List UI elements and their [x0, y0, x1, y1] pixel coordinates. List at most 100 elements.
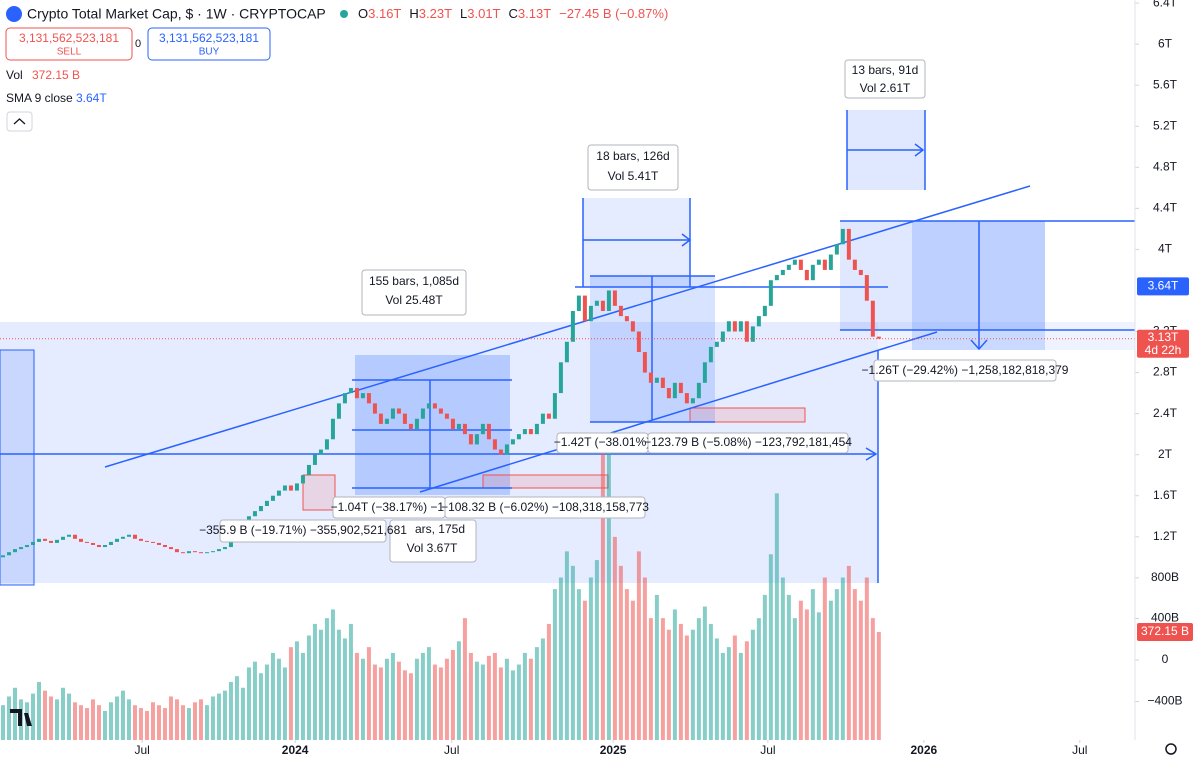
volume-bar [216, 693, 221, 740]
volume-bar [756, 618, 761, 740]
annotation: 13 bars, 91d [852, 63, 919, 77]
candle [432, 403, 437, 409]
volume-bar [342, 638, 347, 740]
arrow-head [914, 143, 925, 157]
red-box [482, 474, 609, 489]
volume-bar [114, 696, 119, 740]
symbol-icon [6, 6, 22, 22]
x-tick-label: Jul [1072, 743, 1087, 757]
candle [192, 551, 197, 553]
candle [864, 275, 869, 301]
candle [144, 540, 149, 542]
label-box [361, 269, 467, 316]
volume-bar [600, 435, 605, 740]
range-shade [878, 322, 1135, 350]
candle [456, 423, 461, 430]
y-tick-label: 1.6T [1153, 488, 1178, 502]
volume-bar [828, 600, 833, 740]
ohlc-key: C [509, 6, 518, 21]
candle [726, 321, 731, 332]
sell-label: SELL [57, 47, 82, 58]
candle [798, 259, 803, 270]
candle [72, 534, 77, 539]
indicator-label: SMA 9 close [6, 91, 73, 105]
volume-bar [186, 708, 191, 740]
candle [312, 454, 317, 465]
volume-bar [300, 652, 305, 740]
sell-button[interactable] [5, 27, 133, 61]
volume-bar [810, 589, 815, 740]
ohlc-key: O [358, 6, 368, 21]
volume-tag-label: 372.15 B [1141, 624, 1189, 638]
buy-price: 3,131,562,523,181 [159, 31, 259, 45]
volume-bar [666, 629, 671, 740]
price-axis-bg [1135, 0, 1200, 761]
volume-bar [408, 673, 413, 740]
volume-bar [318, 629, 323, 740]
y-tick-label: 5.6T [1153, 77, 1178, 91]
candle [336, 403, 341, 419]
volume-bar [282, 667, 287, 740]
candle [630, 321, 635, 332]
buy-button[interactable] [147, 27, 271, 61]
y-tick-label: 800B [1151, 570, 1179, 584]
candle [786, 264, 791, 270]
candle [642, 352, 647, 373]
volume-bar [228, 681, 233, 740]
ohlc-value: 3.16T [368, 6, 401, 21]
sma-tag-label: 3.64T [1148, 279, 1179, 293]
volume-bar [294, 641, 299, 740]
volume-bar [126, 699, 131, 740]
candle [804, 269, 809, 281]
settings-icon[interactable] [1165, 743, 1177, 755]
volume-bar [522, 652, 527, 740]
candle [690, 398, 695, 404]
candle [636, 331, 641, 353]
candle [822, 259, 827, 270]
collapse-button[interactable] [6, 111, 33, 132]
volume-bar [852, 589, 857, 740]
candle [714, 341, 719, 347]
volume-bar [792, 618, 797, 740]
status-dot [340, 10, 348, 18]
volume-bar [480, 664, 485, 740]
arrow-head [865, 447, 878, 461]
volume-bar [876, 632, 881, 740]
candle [270, 495, 275, 501]
header: Crypto Total Market Cap, $ · 1W · CRYPTO… [5, 6, 1177, 755]
volume-bar [162, 708, 167, 740]
candle [768, 280, 773, 306]
red-box [689, 407, 806, 423]
volume-bar [540, 638, 545, 740]
volume-bar [396, 661, 401, 740]
volume-bar [492, 652, 497, 740]
candle [732, 321, 737, 332]
y2-tick-label: −400B [1147, 694, 1182, 708]
candle [102, 544, 107, 548]
candle [450, 418, 455, 430]
candle [210, 551, 215, 553]
candle [108, 541, 113, 545]
volume-tag [1137, 623, 1193, 642]
candle [552, 393, 557, 419]
candle [474, 434, 479, 445]
channel-line [419, 331, 938, 493]
volume-bar [378, 667, 383, 740]
candle [480, 423, 485, 435]
candle [876, 336, 881, 339]
volume-bar [60, 687, 65, 740]
y-tick-label: 5.2T [1153, 118, 1178, 132]
volume-bar [786, 594, 791, 740]
volume-bar [510, 670, 515, 740]
candle [360, 393, 365, 399]
volume-bar [714, 638, 719, 740]
volume-bar [678, 623, 683, 740]
volume-bar [750, 629, 755, 740]
volume-bar [822, 577, 827, 740]
volume-bar [180, 705, 185, 740]
volume-bar [504, 658, 509, 740]
candle [654, 377, 659, 383]
candle [324, 439, 329, 450]
volume-bar [174, 699, 179, 740]
candle [408, 423, 413, 430]
